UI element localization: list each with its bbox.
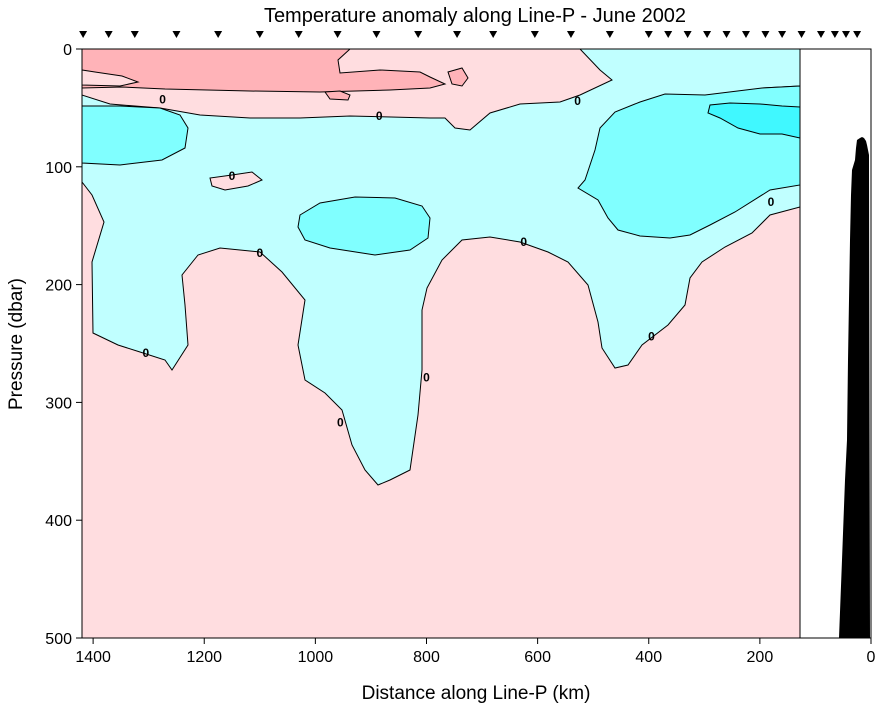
station-marker — [853, 31, 862, 38]
station-marker — [104, 31, 113, 38]
station-marker — [741, 31, 750, 38]
x-axis-label: Distance along Line-P (km) — [362, 683, 591, 704]
y-tick-label: 200 — [45, 278, 72, 295]
station-marker — [489, 31, 498, 38]
x-tick-label: 400 — [635, 649, 662, 666]
contour-label: 0 — [337, 415, 344, 429]
contour-labels: 0 0 0 0 0 0 0 0 0 0 0 — [143, 93, 775, 430]
plot-area: 0 0 0 0 0 0 0 0 0 0 0 — [81, 48, 871, 638]
x-tick-label: 200 — [747, 649, 774, 666]
y-axis-label: Pressure (dbar) — [6, 278, 27, 410]
station-marker — [722, 31, 731, 38]
station-marker — [172, 31, 181, 38]
station-marker — [566, 31, 575, 38]
contour-label: 0 — [229, 169, 236, 183]
x-tick-label: 1200 — [186, 649, 222, 666]
y-axis-ticks: 0 100 200 300 400 500 — [45, 42, 82, 648]
y-tick-label: 100 — [45, 160, 72, 177]
station-marker — [761, 31, 770, 38]
station-marker — [372, 31, 381, 38]
y-tick-label: 300 — [45, 395, 72, 412]
x-tick-label: 1400 — [75, 649, 111, 666]
station-marker — [79, 31, 88, 38]
station-marker — [830, 31, 839, 38]
station-marker — [703, 31, 712, 38]
warm-anomaly-patch-2 — [447, 67, 469, 87]
contour-label: 0 — [159, 93, 166, 107]
station-marker — [605, 31, 614, 38]
contour-label: 0 — [423, 371, 430, 385]
warm-anomaly-patch-3 — [209, 171, 263, 191]
contour-label: 0 — [648, 329, 655, 343]
station-marker — [255, 31, 264, 38]
station-marker — [130, 31, 139, 38]
station-marker — [530, 31, 539, 38]
x-tick-label: 0 — [867, 649, 876, 666]
contour-label: 0 — [376, 109, 383, 123]
contour-label: 0 — [256, 246, 263, 260]
warm-anomaly-patch-1 — [324, 90, 351, 101]
station-marker — [453, 31, 462, 38]
chart-title: Temperature anomaly along Line-P - June … — [264, 5, 686, 27]
cool-anomaly-core-east — [707, 102, 801, 139]
station-marker — [816, 31, 825, 38]
contour-label: 0 — [768, 195, 775, 209]
cool-anomaly-lens-west — [81, 105, 189, 166]
station-marker — [414, 31, 423, 38]
y-tick-label: 400 — [45, 513, 72, 530]
station-marker — [664, 31, 673, 38]
cool-anomaly-lens-central — [297, 196, 431, 256]
station-marker — [797, 31, 806, 38]
station-marker — [644, 31, 653, 38]
x-tick-label: 1000 — [298, 649, 334, 666]
station-marker — [214, 31, 223, 38]
y-tick-label: 0 — [63, 42, 72, 59]
station-marker — [294, 31, 303, 38]
contour-label: 0 — [520, 235, 527, 249]
y-tick-label: 500 — [45, 631, 72, 648]
station-marker — [683, 31, 692, 38]
station-marker — [778, 31, 787, 38]
contour-label: 0 — [574, 94, 581, 108]
x-tick-label: 600 — [524, 649, 551, 666]
bathymetry-shelf — [839, 137, 870, 638]
station-markers — [79, 31, 862, 38]
warm-anomaly-surface-band — [81, 48, 447, 93]
plot-frame — [81, 48, 872, 639]
station-marker — [333, 31, 342, 38]
contour-label: 0 — [143, 346, 150, 360]
x-tick-label: 800 — [413, 649, 440, 666]
station-marker — [841, 31, 850, 38]
x-axis-ticks: 1400 1200 1000 800 600 400 200 0 — [75, 638, 876, 666]
